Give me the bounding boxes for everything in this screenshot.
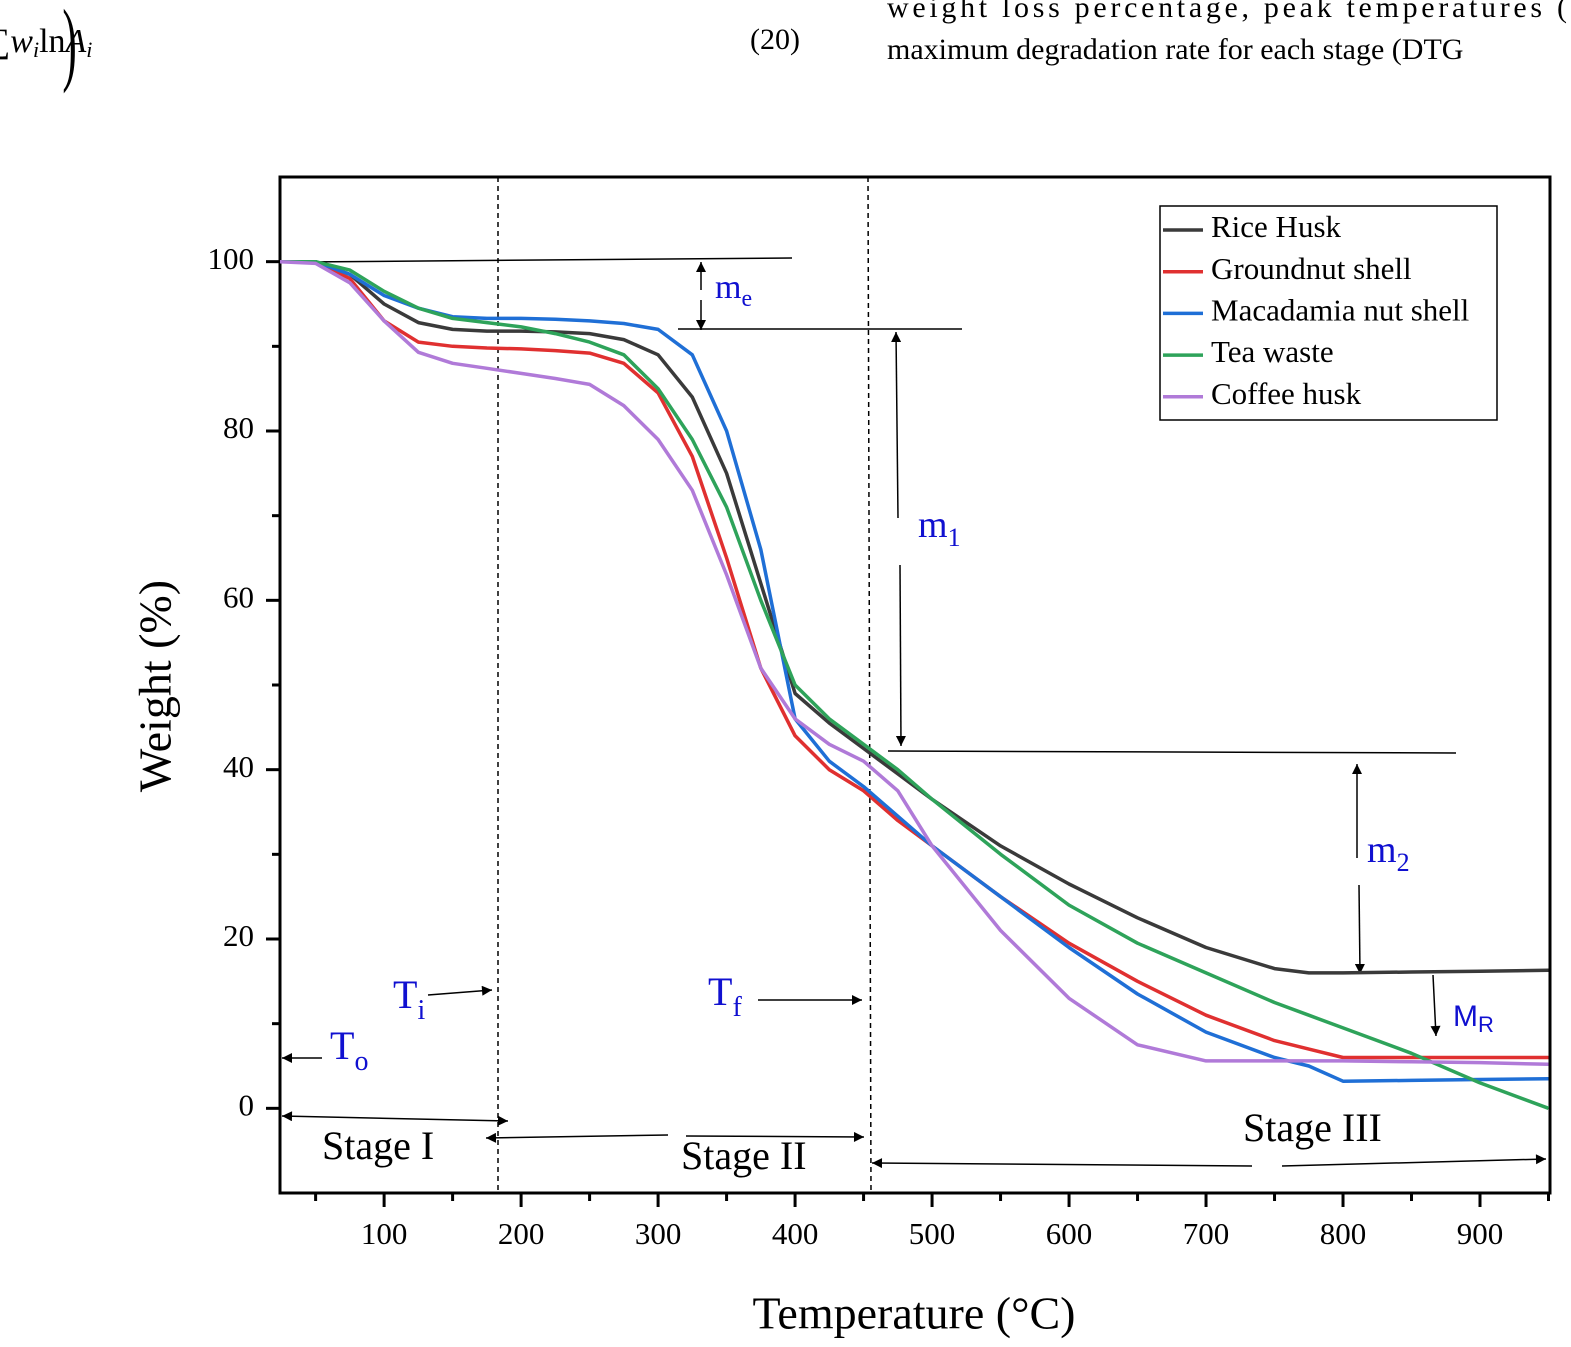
equation-paren: ): [62, 0, 76, 94]
eq-part: A: [64, 23, 87, 60]
ann-text: m: [1367, 829, 1397, 871]
legend-label: Groundnut shell: [1211, 251, 1412, 286]
arrow: [891, 331, 902, 519]
y-tick-label: 100: [208, 241, 255, 276]
x-tick-label: 200: [498, 1216, 545, 1251]
x-tick-label: 600: [1046, 1216, 1093, 1251]
x-axis-title: Temperature (°C): [753, 1288, 1076, 1339]
header-line: weight loss percentage, peak temperature…: [887, 0, 1567, 24]
stage-label: Stage III: [1243, 1105, 1382, 1150]
y-tick-label: 40: [223, 749, 254, 784]
annotation: m2: [1367, 829, 1410, 877]
ann-sub: o: [354, 1046, 368, 1077]
annotation: m1: [918, 504, 961, 552]
ann-sub: 1: [948, 523, 961, 552]
ann-text: T: [393, 972, 417, 1017]
annotation: Ti: [393, 972, 425, 1026]
eq-part: w: [10, 23, 33, 60]
arrow: [1354, 884, 1365, 975]
ann-sub: e: [741, 286, 752, 312]
stage-boundary: [867, 176, 872, 1194]
eq-part: ∑: [0, 23, 10, 60]
x-tick-label: 800: [1320, 1216, 1367, 1251]
stage-label: Stage I: [322, 1123, 434, 1168]
y-tick-label: 60: [223, 579, 254, 614]
x-tick-label: 700: [1183, 1216, 1230, 1251]
y-tick-label: 0: [239, 1087, 255, 1122]
curves: [279, 259, 1550, 1110]
ann-text: T: [330, 1023, 354, 1068]
header-line: maximum degradation rate for each stage …: [887, 33, 1463, 66]
annotation: To: [330, 1023, 368, 1077]
equation-number: (20): [750, 23, 800, 56]
ann-sub: R: [1478, 1012, 1494, 1037]
series-line: [279, 259, 1549, 1067]
ann-sub: i: [417, 995, 425, 1026]
eq-part: i: [33, 37, 39, 62]
arrow: [871, 1158, 1253, 1169]
ref-line: [299, 257, 793, 263]
y-tick-label: 80: [223, 410, 254, 445]
annotation: me: [715, 269, 752, 312]
legend-box: [1159, 205, 1498, 421]
ann-text: M: [1453, 1000, 1478, 1033]
ann-sub: f: [732, 992, 742, 1023]
ann-sub: 2: [1397, 848, 1410, 877]
arrow: [281, 1111, 509, 1126]
ann-text: m: [918, 504, 948, 546]
legend-label: Coffee husk: [1211, 376, 1362, 411]
arrow: [685, 1131, 865, 1142]
ann-text: m: [715, 269, 741, 306]
x-tick-label: 400: [772, 1216, 819, 1251]
eq-part: ln: [39, 23, 65, 60]
arrow: [427, 985, 493, 996]
x-tick-label: 900: [1457, 1216, 1504, 1251]
annotation: MR: [1453, 1000, 1494, 1037]
ref-line: [887, 750, 1457, 754]
eq-part: i: [86, 37, 92, 62]
x-tick-label: 300: [635, 1216, 682, 1251]
x-tick-label: 500: [909, 1216, 956, 1251]
arrow: [895, 564, 906, 747]
legend-label: Tea waste: [1211, 334, 1334, 369]
y-axis-title: Weight (%): [130, 580, 181, 792]
annotation: Tf: [708, 969, 742, 1023]
y-tick-label: 20: [223, 918, 254, 953]
stage-label: Stage II: [681, 1133, 807, 1178]
ann-text: T: [708, 969, 732, 1014]
arrow: [1430, 974, 1441, 1037]
annotation-lines: [281, 257, 1547, 1169]
series-line: [280, 259, 1550, 1110]
legend: Rice Husk Groundnut shell Macadamia nut sh…: [1163, 209, 1469, 411]
series-line: [280, 259, 1549, 1060]
arrow: [1281, 1154, 1547, 1167]
arrow: [485, 1132, 669, 1143]
x-tick-label: 100: [361, 1216, 408, 1251]
legend-label: Rice Husk: [1211, 209, 1342, 244]
legend-label: Macadamia nut shell: [1211, 293, 1469, 328]
equation: ∑wilnAi: [0, 23, 92, 62]
